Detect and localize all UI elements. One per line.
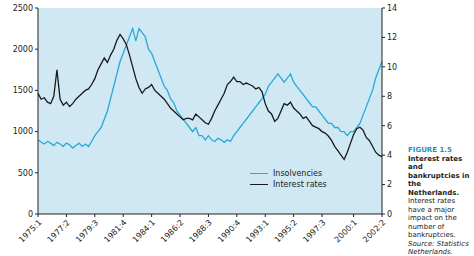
svg-text:0: 0 [28, 210, 33, 219]
svg-text:1981:4: 1981:4 [102, 218, 128, 244]
svg-text:4: 4 [387, 151, 392, 160]
svg-text:1000: 1000 [13, 127, 33, 136]
svg-text:2000: 2000 [13, 45, 33, 54]
svg-text:1984:1: 1984:1 [131, 218, 157, 244]
svg-text:1997:3: 1997:3 [301, 218, 327, 244]
html-text:Interest rates have a major im: Interest rates have a major impact on th… [408, 197, 457, 239]
svg-text:500: 500 [18, 169, 33, 178]
svg-text:1977:2: 1977:2 [46, 218, 72, 244]
svg-text:1990:4: 1990:4 [216, 218, 242, 244]
html-text:FIGURE 1.5: FIGURE 1.5 [408, 146, 452, 154]
svg-text:2000:1: 2000:1 [333, 218, 359, 244]
svg-text:2500: 2500 [13, 4, 33, 13]
svg-text:0: 0 [387, 210, 392, 219]
html-text:Interest rates and bankruptcie: Interest rates and bankruptcies in the N… [408, 154, 470, 197]
svg-text:1995:2: 1995:2 [273, 218, 299, 244]
html-text:Interest rates: Interest rates [273, 180, 327, 189]
html-text:Source: Statistics Netherlands: Source: Statistics Netherlands. [408, 239, 469, 256]
svg-text:1993:1: 1993:1 [244, 218, 270, 244]
svg-text:2: 2 [387, 180, 392, 189]
svg-text:10: 10 [387, 63, 397, 72]
svg-text:8: 8 [387, 92, 392, 101]
svg-text:2002:2: 2002:2 [361, 218, 387, 244]
svg-text:12: 12 [387, 33, 397, 42]
svg-text:14: 14 [387, 4, 397, 13]
svg-text:1975:1: 1975:1 [17, 218, 43, 244]
svg-text:1500: 1500 [13, 86, 33, 95]
svg-text:1979:3: 1979:3 [74, 218, 100, 244]
html-text:Insolvencies: Insolvencies [273, 169, 323, 178]
svg-text:1986:2: 1986:2 [159, 218, 185, 244]
svg-text:1988:3: 1988:3 [188, 218, 214, 244]
svg-text:6: 6 [387, 122, 392, 131]
